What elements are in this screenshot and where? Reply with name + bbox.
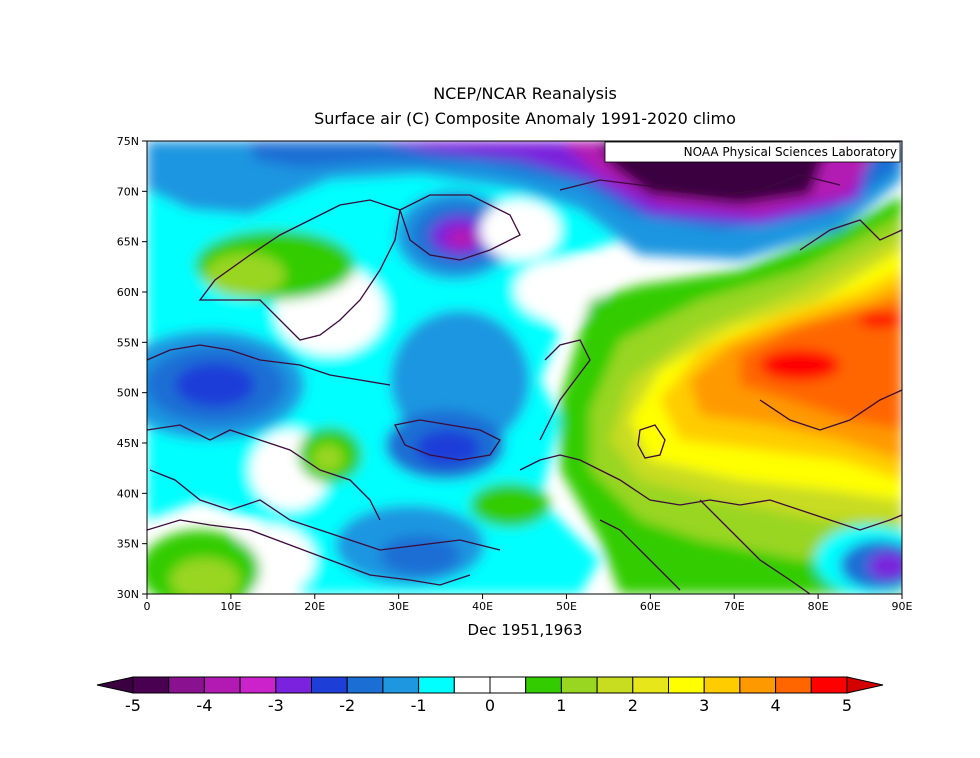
lat-tick-label: 40N [117, 487, 139, 500]
colorbar-swatch [668, 676, 705, 694]
lon-tick-label: 20E [304, 600, 325, 613]
lat-tick-label: 50N [117, 387, 139, 400]
lon-tick-label: 40E [472, 600, 493, 613]
lat-tick-label: 70N [117, 185, 139, 198]
lon-tick-label: 70E [724, 600, 745, 613]
colorbar: -5 -4 -3 -2 -1 0 1 2 3 4 5 [96, 676, 884, 715]
colorbar-swatch [703, 676, 741, 694]
credit-label: NOAA Physical Sciences Laboratory [684, 145, 897, 159]
lat-tick-label: 35N [117, 538, 139, 551]
lon-tick-label: 30E [388, 600, 409, 613]
colorbar-label: -2 [339, 696, 355, 715]
lat-tick-label: 55N [117, 336, 139, 349]
colorbar-label: -1 [411, 696, 427, 715]
credit-box [604, 141, 901, 163]
colorbar-label: 2 [628, 696, 638, 715]
map-title: NCEP/NCAR Reanalysis [433, 84, 617, 103]
colorbar-label: 0 [485, 696, 495, 715]
colorbar-swatch [168, 676, 205, 694]
colorbar-swatch [275, 676, 312, 694]
colorbar-label: 1 [556, 696, 566, 715]
anomaly-field [147, 141, 902, 594]
colorbar-swatch [382, 676, 420, 694]
plot-frame [146, 140, 903, 595]
colorbar-swatch [239, 676, 277, 694]
colorbar-swatch [311, 676, 348, 694]
colorbar-swatch [132, 676, 170, 694]
colorbar-swatch [775, 676, 812, 694]
colorbar-swatch [739, 676, 777, 694]
lon-tick-label: 0 [144, 600, 151, 613]
colorbar-low-arrow [96, 676, 134, 694]
colorbar-swatch [346, 676, 384, 694]
time-label: Dec 1951,1963 [467, 621, 583, 639]
latitude-axis: 75N 70N 65N 60N 55N 50N 45N 40N 35N 30N [117, 135, 147, 601]
colorbar-high-arrow [846, 676, 884, 694]
lat-tick-label: 65N [117, 236, 139, 249]
colorbar-label: 3 [699, 696, 709, 715]
lon-tick-label: 90E [892, 600, 913, 613]
colorbar-label: -3 [268, 696, 284, 715]
lon-tick-label: 80E [808, 600, 829, 613]
lat-tick-label: 45N [117, 437, 139, 450]
colorbar-label: 5 [842, 696, 852, 715]
lat-tick-label: 60N [117, 286, 139, 299]
colorbar-swatch [418, 676, 455, 694]
lon-tick-label: 60E [640, 600, 661, 613]
lon-tick-label: 10E [220, 600, 241, 613]
colorbar-label: 4 [771, 696, 781, 715]
colorbar-label: -4 [196, 696, 212, 715]
colorbar-swatch [560, 676, 598, 694]
lat-tick-label: 30N [117, 588, 139, 601]
colorbar-swatch [453, 676, 491, 694]
colorbar-label: -5 [125, 696, 141, 715]
coastlines [147, 174, 902, 594]
colorbar-swatch [810, 676, 848, 694]
longitude-axis: 0 10E 20E 30E 40E 50E 60E 70E 80E 90E [144, 594, 913, 613]
lon-tick-label: 50E [556, 600, 577, 613]
map-subtitle: Surface air (C) Composite Anomaly 1991-2… [314, 109, 736, 128]
colorbar-swatch [489, 676, 527, 694]
lat-tick-label: 75N [117, 135, 139, 148]
colorbar-swatch [203, 676, 241, 694]
colorbar-swatch [525, 676, 562, 694]
colorbar-swatch [596, 676, 634, 694]
colorbar-swatch [632, 676, 669, 694]
